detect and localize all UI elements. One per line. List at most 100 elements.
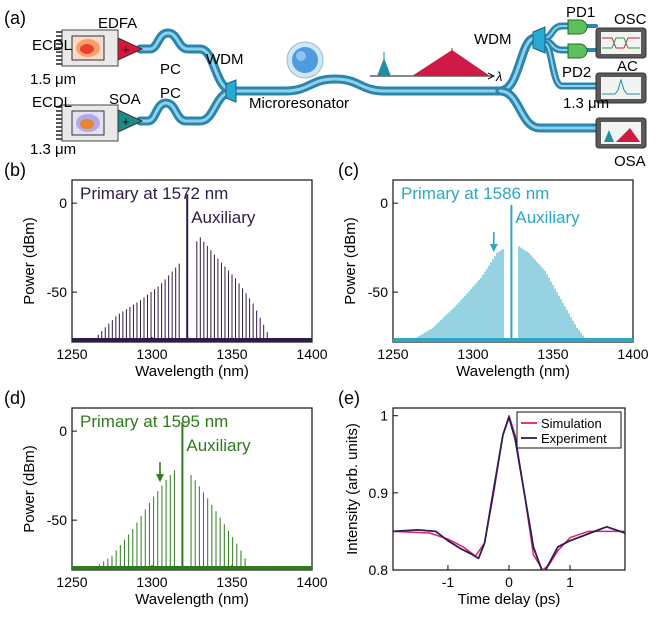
microresonator-icon	[286, 41, 324, 79]
ecdl-bottom-label: ECDL	[32, 94, 72, 111]
x-tick-label: 1250	[377, 346, 408, 362]
comb-lines-c	[393, 204, 633, 342]
plot-frame-d	[71, 407, 313, 571]
panel-label-c: (c)	[338, 160, 359, 180]
y-tick-label: 1	[380, 408, 388, 424]
x-axis-label: Wavelength (nm)	[135, 363, 249, 380]
arrow-icon-d	[156, 474, 164, 483]
y-axis-label: Power (dBm)	[21, 445, 38, 533]
x-tick-label: 1300	[136, 574, 167, 590]
y-tick-label: 0	[380, 195, 388, 211]
fiber-paths	[135, 22, 601, 133]
panel-label-e: (e)	[338, 388, 360, 408]
y-tick-label: 0	[59, 423, 67, 439]
wdm-left-label: WDM	[206, 51, 244, 68]
ecdl-laser-top-icon	[56, 29, 119, 67]
x-tick-label: 1250	[56, 574, 87, 590]
x-tick-label: 1400	[617, 346, 648, 362]
pc-top-label: PC	[160, 61, 181, 78]
x-axis-label: Wavelength (nm)	[456, 363, 570, 380]
x-axis-label: Time delay (ps)	[458, 591, 561, 608]
pc-bottom-label: PC	[160, 85, 181, 102]
x-tick-label: 1300	[457, 346, 488, 362]
panel-label-a: (a)	[4, 8, 26, 28]
y-axis-label: Power (dBm)	[342, 217, 359, 305]
pd1-label: PD1	[566, 4, 595, 21]
pd2-label: PD2	[562, 64, 591, 81]
soa-label: SOA	[109, 91, 141, 108]
autocorrelator-icon	[595, 72, 647, 104]
soa-amplifier-icon: +	[117, 109, 144, 133]
svg-text:+: +	[122, 114, 130, 129]
chart-e: -1 0 1 0.8 0.9 1 Time delay (ps) Intensity (arb…	[344, 407, 626, 608]
y-tick-label: 0.8	[369, 562, 389, 578]
ecdl-top-label: ECDL	[32, 37, 72, 54]
setup-diagram: (a) ECDL 1.5	[4, 4, 647, 170]
lambda-label: λ	[495, 69, 502, 84]
comb-lines-d	[72, 422, 312, 570]
legend-label: Experiment	[541, 431, 607, 446]
y-tick-label: -50	[47, 512, 67, 528]
chart-b: 1250 1300 1350 1400 0 -50 Wavelength (nm) Power…	[21, 179, 328, 380]
comb-lines-b	[72, 194, 312, 342]
wavelength-top-label: 1.5 μm	[30, 71, 76, 88]
y-axis-label: Intensity (arb. units)	[344, 423, 361, 555]
wavelength-bottom-label: 1.3 μm	[30, 141, 76, 158]
x-axis-label: Wavelength (nm)	[135, 591, 249, 608]
y-axis-label: Power (dBm)	[21, 217, 38, 305]
x-tick-label: 1350	[216, 346, 247, 362]
y-tick-label: 0.9	[369, 485, 389, 501]
osa-label: OSA	[614, 153, 646, 170]
microresonator-label: Microresonator	[249, 95, 349, 112]
series-lines-e	[393, 414, 625, 570]
osa-icon	[595, 117, 647, 149]
noise-floor-b	[72, 338, 312, 342]
svg-text:+: +	[122, 42, 130, 57]
legend-box	[516, 411, 622, 449]
wdm-right-icon	[532, 26, 546, 54]
panel-label-d: (d)	[4, 388, 26, 408]
x-tick-label: 1400	[296, 574, 327, 590]
y-tick-label: -50	[47, 284, 67, 300]
plot-frame-c	[392, 179, 634, 343]
plot-frame-b	[71, 179, 313, 343]
series-experiment	[393, 416, 625, 570]
x-tick-label: 1350	[537, 346, 568, 362]
spectrum-sketch-icon	[370, 48, 496, 80]
wdm-left-icon	[225, 79, 237, 103]
series-simulation	[393, 414, 625, 570]
ac-label: AC	[617, 58, 638, 75]
y-tick-label: -50	[368, 284, 388, 300]
noise-floor-c	[393, 338, 633, 342]
chart-title-d: Primary at 1595 nm	[80, 412, 228, 431]
chart-title-b: Primary at 1572 nm	[80, 184, 228, 203]
x-tick-label: 1300	[136, 346, 167, 362]
wavelength-ac-label: 1.3 μm	[563, 95, 609, 112]
oscilloscope-icon	[595, 27, 647, 59]
x-tick-label: 1350	[216, 574, 247, 590]
chart-d: 1250 1300 1350 1400 0 -50 Wavelength (nm) Power…	[21, 407, 328, 608]
auxiliary-label-b: Auxiliary	[191, 208, 256, 227]
edfa-amplifier-icon: +	[117, 37, 144, 61]
arrow-icon-c	[489, 243, 498, 252]
x-tick-label: 1250	[56, 346, 87, 362]
photodiode-1-icon	[567, 19, 588, 35]
noise-floor-d	[72, 566, 312, 570]
auxiliary-label-d: Auxiliary	[186, 436, 251, 455]
legend-label: Simulation	[541, 416, 602, 431]
chart-title-c: Primary at 1586 nm	[401, 184, 549, 203]
osc-label: OSC	[614, 11, 647, 28]
wdm-right-label: WDM	[474, 31, 512, 48]
y-tick-label: 0	[59, 195, 67, 211]
edfa-label: EDFA	[98, 15, 137, 32]
x-tick-label: 1	[566, 574, 574, 590]
auxiliary-label-c: Auxiliary	[515, 208, 580, 227]
chart-c: 1250 1300 1350 1400 0 -50 Wavelength (nm) Power…	[342, 179, 649, 380]
panel-label-b: (b)	[4, 160, 26, 180]
photodiode-2-icon	[567, 43, 588, 59]
x-tick-label: 0	[505, 574, 513, 590]
ecdl-laser-bottom-icon	[56, 104, 119, 142]
x-tick-label: 1400	[296, 346, 327, 362]
x-tick-label: -1	[442, 574, 455, 590]
